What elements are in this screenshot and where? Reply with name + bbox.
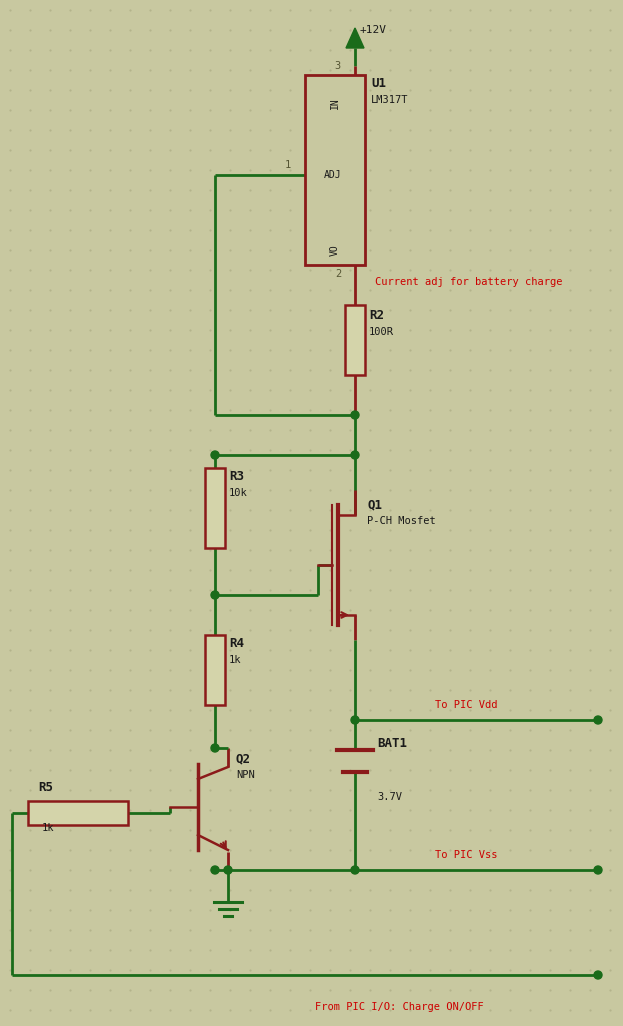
Text: 2: 2 bbox=[335, 269, 341, 279]
Text: VO: VO bbox=[330, 244, 340, 255]
Circle shape bbox=[351, 411, 359, 419]
Text: Current adj for battery charge: Current adj for battery charge bbox=[375, 277, 563, 287]
Text: +12V: +12V bbox=[360, 25, 387, 35]
Bar bbox=[345, 305, 365, 374]
Text: To PIC Vss: To PIC Vss bbox=[435, 850, 498, 860]
Circle shape bbox=[351, 451, 359, 459]
Bar bbox=[28, 801, 128, 825]
Circle shape bbox=[211, 744, 219, 752]
Circle shape bbox=[224, 866, 232, 874]
Text: 10k: 10k bbox=[229, 488, 248, 498]
Text: R5: R5 bbox=[38, 781, 53, 794]
Bar bbox=[305, 75, 365, 265]
Bar bbox=[205, 635, 225, 705]
Text: From PIC I/O: Charge ON/OFF: From PIC I/O: Charge ON/OFF bbox=[315, 1002, 483, 1012]
Text: Q1: Q1 bbox=[367, 498, 382, 511]
Circle shape bbox=[211, 591, 219, 599]
Bar bbox=[205, 468, 225, 548]
Text: NPN: NPN bbox=[236, 770, 255, 780]
Text: IN: IN bbox=[330, 97, 340, 109]
Text: To PIC Vdd: To PIC Vdd bbox=[435, 700, 498, 710]
Polygon shape bbox=[346, 28, 364, 48]
Circle shape bbox=[594, 971, 602, 979]
Text: 1k: 1k bbox=[42, 823, 54, 833]
Circle shape bbox=[211, 866, 219, 874]
Text: 3.7V: 3.7V bbox=[377, 792, 402, 802]
Text: BAT1: BAT1 bbox=[377, 737, 407, 750]
Text: Q2: Q2 bbox=[236, 752, 251, 765]
Text: ADJ: ADJ bbox=[324, 170, 342, 180]
Text: R2: R2 bbox=[369, 309, 384, 322]
Text: R4: R4 bbox=[229, 637, 244, 650]
Circle shape bbox=[351, 716, 359, 724]
Circle shape bbox=[594, 866, 602, 874]
Circle shape bbox=[594, 716, 602, 724]
Circle shape bbox=[211, 451, 219, 459]
Text: 1: 1 bbox=[285, 160, 291, 170]
Text: 3: 3 bbox=[335, 61, 341, 71]
Text: P-CH Mosfet: P-CH Mosfet bbox=[367, 516, 435, 526]
Text: 100R: 100R bbox=[369, 327, 394, 337]
Text: U1: U1 bbox=[371, 77, 386, 90]
Text: 1k: 1k bbox=[229, 655, 242, 665]
Text: R3: R3 bbox=[229, 470, 244, 483]
Text: LM317T: LM317T bbox=[371, 95, 409, 105]
Circle shape bbox=[351, 866, 359, 874]
